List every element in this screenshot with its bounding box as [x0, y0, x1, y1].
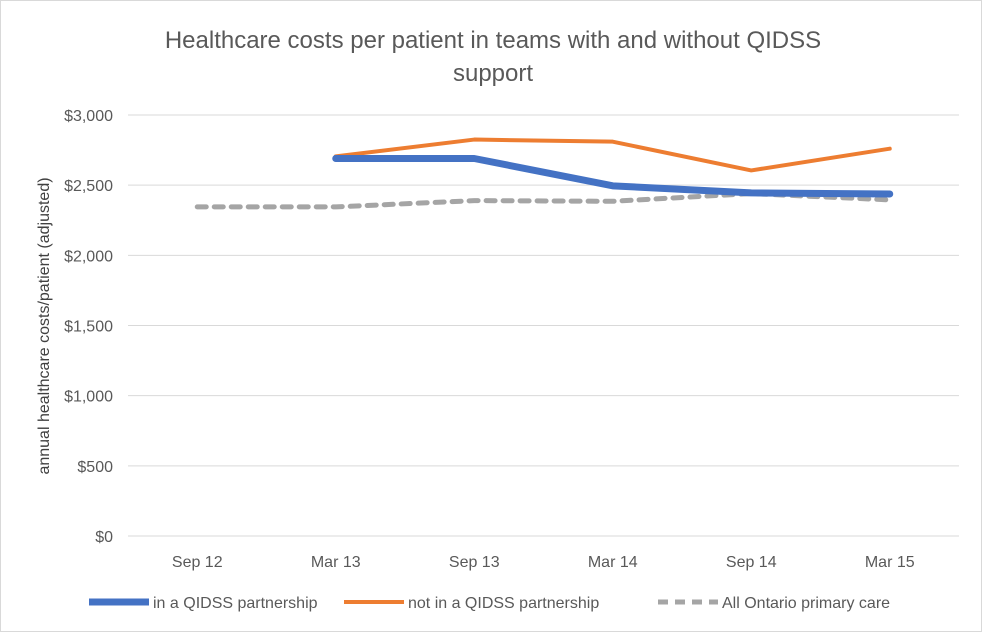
legend-label-2: All Ontario primary care: [722, 595, 890, 612]
y-tick-label: $500: [77, 459, 113, 476]
series-line-0: [336, 159, 890, 195]
y-tick-label: $3,000: [64, 108, 113, 125]
y-tick-label: $2,000: [64, 248, 113, 265]
x-tick-label: Sep 12: [172, 554, 223, 571]
y-axis-label: annual healthcare costs/patient (adjuste…: [36, 177, 53, 474]
series-line-1: [336, 140, 890, 171]
x-tick-label: Mar 15: [865, 554, 915, 571]
legend-label-0: in a QIDSS partnership: [153, 595, 318, 612]
x-tick-label: Sep 13: [449, 554, 500, 571]
y-tick-label: $0: [95, 529, 113, 546]
y-tick-label: $1,000: [64, 389, 113, 406]
x-tick-label: Mar 14: [588, 554, 638, 571]
chart-title-line-2: support: [453, 60, 533, 87]
y-tick-label: $1,500: [64, 319, 113, 336]
legend-label-1: not in a QIDSS partnership: [408, 595, 599, 612]
x-tick-label: Sep 14: [726, 554, 777, 571]
y-tick-label: $2,500: [64, 178, 113, 195]
x-tick-label: Mar 13: [311, 554, 361, 571]
chart-title-line-1: Healthcare costs per patient in teams wi…: [165, 27, 821, 54]
